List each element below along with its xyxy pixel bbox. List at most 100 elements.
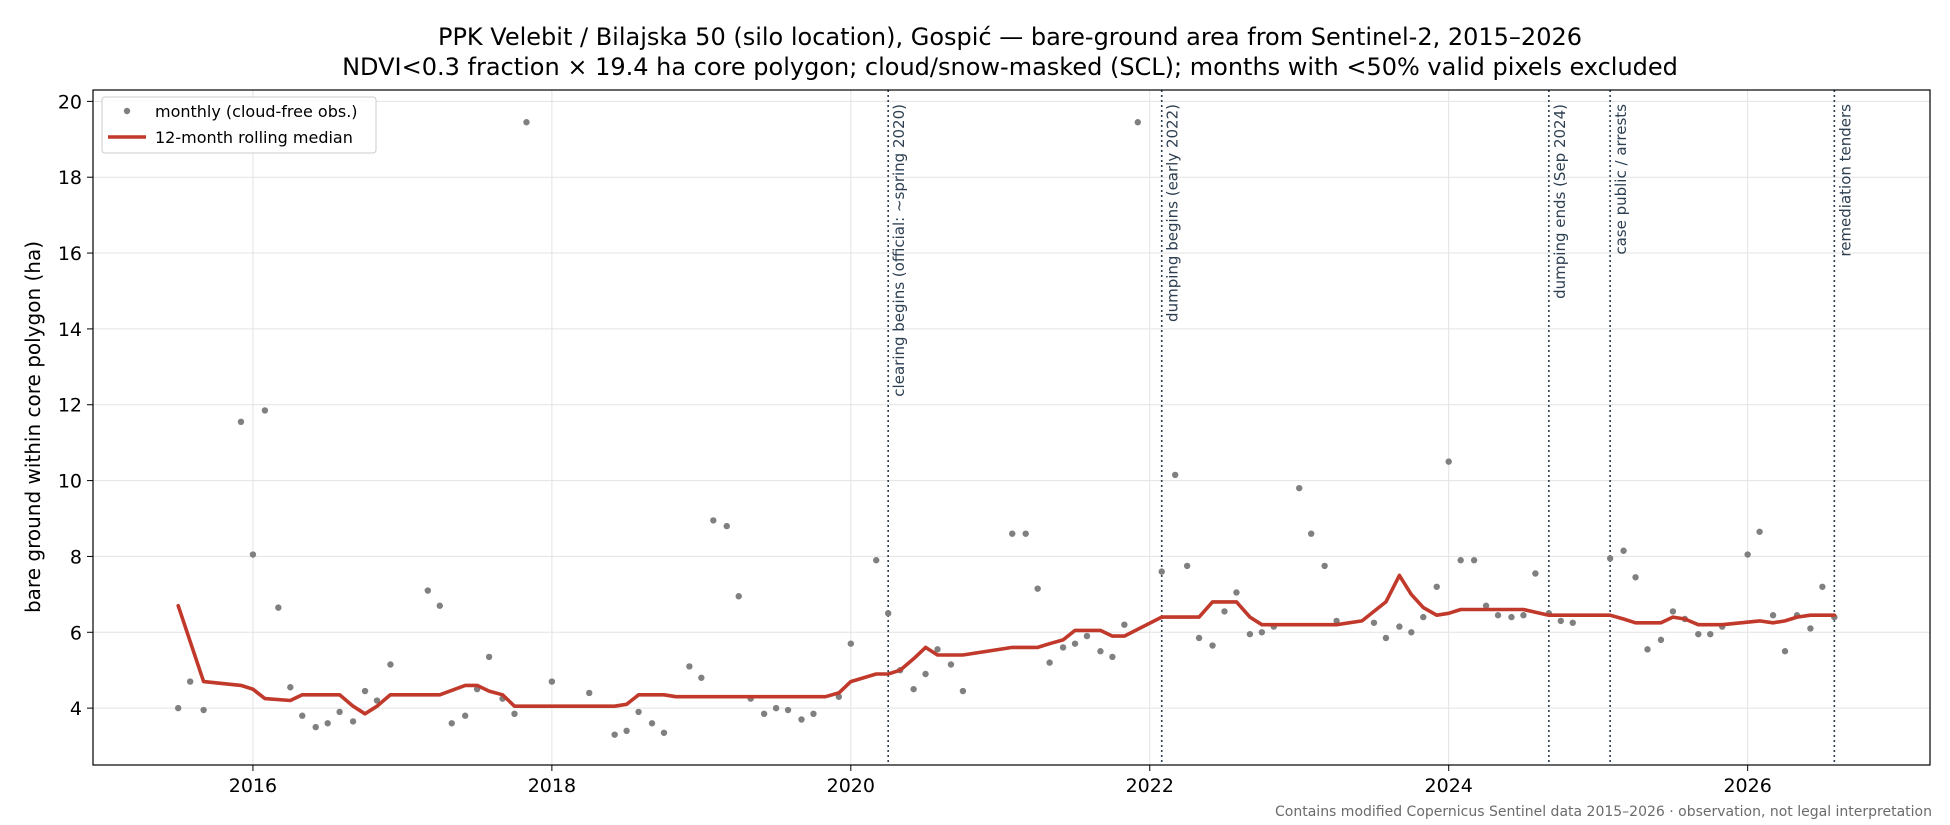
event-label: case public / arrests xyxy=(1612,104,1630,255)
x-axis-ticks: 2016 2018 2020 2022 2024 2026 xyxy=(229,765,1772,797)
monthly-point xyxy=(1744,551,1751,558)
monthly-point xyxy=(1819,583,1826,590)
y-tick-label: 12 xyxy=(58,395,82,417)
x-tick-label: 2024 xyxy=(1425,775,1473,797)
monthly-point xyxy=(884,610,892,617)
y-tick-label: 14 xyxy=(58,319,82,341)
monthly-point xyxy=(947,661,955,668)
monthly-point xyxy=(1022,530,1029,537)
monthly-point xyxy=(361,687,369,695)
monthly-point xyxy=(387,661,394,668)
monthly-point xyxy=(275,604,282,611)
monthly-point xyxy=(424,587,432,594)
monthly-point xyxy=(312,723,319,731)
monthly-point xyxy=(1396,623,1403,630)
monthly-point xyxy=(1408,629,1415,636)
monthly-point xyxy=(1807,625,1814,632)
monthly-point xyxy=(511,710,518,718)
monthly-point xyxy=(373,697,381,704)
monthly-point xyxy=(710,517,717,524)
monthly-point xyxy=(623,727,630,735)
monthly-point xyxy=(1109,653,1116,661)
y-axis-ticks: 4 6 8 10 12 14 16 18 20 xyxy=(58,91,93,720)
monthly-point xyxy=(1620,547,1627,554)
monthly-point xyxy=(1781,648,1789,655)
monthly-point xyxy=(1606,555,1614,562)
monthly-point xyxy=(1632,574,1639,581)
monthly-point xyxy=(847,640,855,647)
monthly-point xyxy=(1370,619,1378,626)
monthly-point xyxy=(200,706,207,714)
monthly-point xyxy=(1183,562,1191,570)
x-tick-label: 2018 xyxy=(528,775,576,797)
monthly-point xyxy=(1097,648,1104,655)
monthly-point xyxy=(1071,640,1079,647)
monthly-point xyxy=(1171,471,1179,479)
y-tick-label: 20 xyxy=(58,91,82,113)
monthly-point xyxy=(1296,484,1303,492)
monthly-point xyxy=(461,712,469,719)
monthly-point xyxy=(1134,119,1142,126)
monthly-point xyxy=(635,708,642,716)
monthly-point xyxy=(523,119,530,126)
y-tick-label: 8 xyxy=(70,546,82,568)
monthly-point xyxy=(611,731,618,738)
monthly-point xyxy=(1382,634,1390,642)
monthly-point xyxy=(1258,629,1266,636)
y-tick-label: 4 xyxy=(70,698,82,720)
monthly-point xyxy=(548,678,556,685)
monthly-point xyxy=(959,687,967,695)
monthly-point xyxy=(1482,602,1490,609)
monthly-point xyxy=(1457,557,1464,564)
monthly-point xyxy=(1321,562,1328,570)
legend-label-median: 12-month rolling median xyxy=(155,128,353,147)
y-tick-label: 6 xyxy=(70,622,82,644)
monthly-point xyxy=(760,710,768,718)
monthly-point xyxy=(1695,630,1702,638)
y-tick-label: 16 xyxy=(58,243,82,265)
monthly-point xyxy=(349,718,357,725)
monthly-point xyxy=(735,593,742,600)
monthly-point xyxy=(1158,568,1165,575)
monthly-point xyxy=(1520,612,1527,619)
monthly-point xyxy=(1059,644,1067,651)
x-tick-label: 2016 xyxy=(229,775,277,797)
monthly-point xyxy=(934,646,941,653)
monthly-point xyxy=(1233,589,1240,596)
legend-box xyxy=(101,96,377,154)
monthly-point xyxy=(798,716,805,723)
legend: monthly (cloud-free obs.) 12-month rolli… xyxy=(101,96,377,154)
monthly-point xyxy=(1557,617,1565,625)
x-tick-label: 2020 xyxy=(827,775,875,797)
monthly-point xyxy=(1644,646,1651,653)
monthly-point xyxy=(723,522,730,530)
monthly-point xyxy=(485,653,493,661)
monthly-point xyxy=(1246,630,1254,638)
monthly-point xyxy=(1756,528,1763,535)
monthly-points xyxy=(174,119,1838,738)
monthly-point xyxy=(910,685,917,693)
monthly-point xyxy=(324,720,331,727)
monthly-point xyxy=(698,674,705,681)
monthly-point xyxy=(1669,608,1677,615)
monthly-point xyxy=(772,704,780,712)
y-tick-label: 18 xyxy=(58,167,82,189)
event-label: remediation tenders xyxy=(1836,104,1854,257)
monthly-point xyxy=(174,704,182,712)
monthly-point xyxy=(436,602,443,609)
monthly-point xyxy=(810,710,817,718)
event-label: dumping begins (early 2022) xyxy=(1164,104,1182,322)
x-tick-label: 2026 xyxy=(1723,775,1771,797)
monthly-point xyxy=(1769,612,1777,619)
monthly-point xyxy=(1034,585,1041,592)
median-line-path xyxy=(176,573,1837,716)
monthly-point xyxy=(648,720,656,727)
monthly-point xyxy=(1657,636,1665,644)
monthly-point xyxy=(1046,659,1053,666)
monthly-point xyxy=(1532,570,1539,577)
monthly-point xyxy=(922,670,929,678)
monthly-point xyxy=(261,407,269,414)
event-label: dumping ends (Sep 2024) xyxy=(1551,104,1569,299)
monthly-point xyxy=(1433,583,1440,590)
